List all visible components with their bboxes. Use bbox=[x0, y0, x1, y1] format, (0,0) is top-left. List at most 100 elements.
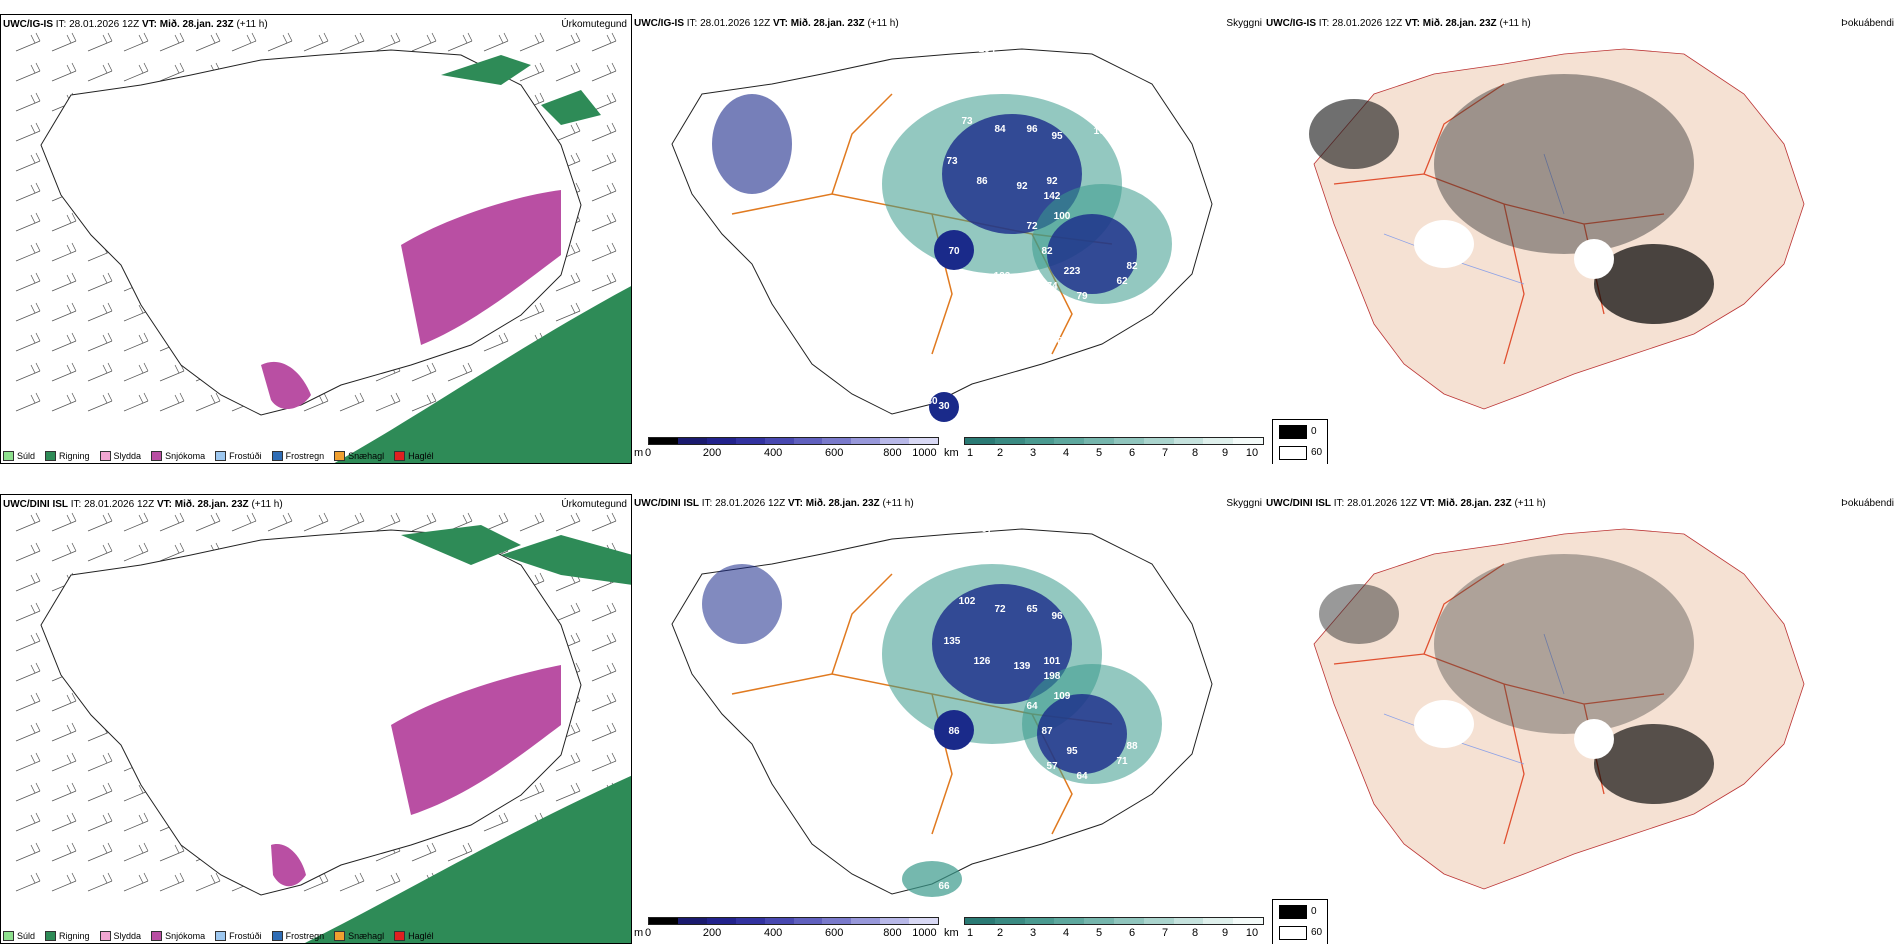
wind-barb bbox=[15, 692, 41, 712]
km-tick: 8 bbox=[1191, 447, 1199, 459]
wind-barb bbox=[375, 32, 401, 52]
legend-item: Slydda bbox=[99, 931, 141, 941]
wind-barb bbox=[87, 872, 113, 892]
km-tick: 1 bbox=[966, 447, 974, 459]
fog-key-label: 0 bbox=[1311, 426, 1317, 437]
wind-barb bbox=[15, 392, 41, 412]
legend-item: Frostúði bbox=[215, 931, 262, 941]
wind-barb bbox=[123, 542, 149, 562]
cloud-base-label: 96 bbox=[1051, 611, 1063, 622]
wind-barb bbox=[591, 662, 617, 682]
km-tick: 9 bbox=[1221, 927, 1229, 939]
cloud-base-label: 86 bbox=[948, 726, 960, 737]
fog-panel-title: UWC/DINI ISL IT: 28.01.2026 12Z VT: Mið.… bbox=[1266, 498, 1546, 509]
wind-barb bbox=[591, 212, 617, 232]
height-colorbar-bar bbox=[648, 917, 939, 925]
km-tick: 5 bbox=[1095, 927, 1103, 939]
cloud-map: 97 69 85 102 72 65 96 107 135 126 139 101 73 198 109 64… bbox=[671, 524, 1213, 897]
visibility-label: Skyggni bbox=[1226, 18, 1262, 29]
wind-barb bbox=[15, 602, 41, 622]
cloud-base-label: 70 bbox=[948, 246, 960, 257]
wind-barb bbox=[15, 182, 41, 202]
wind-barb bbox=[519, 302, 545, 322]
cloud-base-label: 99 bbox=[931, 376, 943, 387]
legend-swatch bbox=[45, 451, 57, 461]
wind-barb bbox=[15, 362, 41, 382]
cloud-base-label: 72 bbox=[994, 604, 1006, 615]
wind-barb bbox=[411, 392, 437, 412]
km-tick: 10 bbox=[1245, 927, 1259, 939]
wind-barb bbox=[15, 242, 41, 262]
cloud-base-label: 142 bbox=[1044, 191, 1061, 202]
precip-type-panel-2: UWC/DINI ISL IT: 28.01.2026 12Z VT: Mið.… bbox=[0, 494, 632, 944]
height-tick: 600 bbox=[825, 927, 844, 939]
cloud-base-label: 126 bbox=[974, 656, 991, 667]
cloud-base-label: 123 bbox=[994, 271, 1011, 282]
cloud-base-label: 73 bbox=[1141, 646, 1153, 657]
fog-key-white bbox=[1279, 446, 1307, 460]
wind-barb bbox=[195, 392, 221, 412]
height-tick: 200 bbox=[702, 927, 722, 939]
wind-barb bbox=[375, 392, 401, 412]
cloud-map: 294 121 69 73 84 96 95 101 73 86 92 92 116 142 100 72 82… bbox=[671, 44, 1213, 422]
height-tick: 200 bbox=[702, 447, 722, 459]
km-tick: 6 bbox=[1128, 927, 1136, 939]
wind-barb bbox=[87, 332, 113, 352]
fog-key: 0 60 bbox=[1272, 419, 1328, 464]
wind-barb bbox=[87, 842, 113, 862]
wind-barb bbox=[15, 812, 41, 832]
height-tick: 0 bbox=[644, 447, 652, 459]
legend-item: Slydda bbox=[99, 451, 141, 461]
height-ticks: 0 200 400 600 800 1000 bbox=[644, 447, 939, 461]
cloud-base-label: 72 bbox=[1026, 221, 1038, 232]
wind-barb bbox=[87, 752, 113, 772]
height-ticks: 0 200 400 600 800 1000 bbox=[645, 927, 939, 941]
km-colorbar: km 1 2 3 4 5 6 7 8 9 10 bbox=[944, 917, 1264, 943]
wind-barb bbox=[555, 512, 581, 532]
cloud-base-label: 116 bbox=[1139, 166, 1156, 177]
cloud-panel-title: UWC/DINI ISL IT: 28.01.2026 12Z VT: Mið.… bbox=[634, 498, 914, 509]
wind-barb bbox=[591, 32, 617, 52]
wind-barb bbox=[51, 722, 77, 742]
legend-item: Rigning bbox=[45, 931, 90, 941]
wind-barb bbox=[591, 122, 617, 142]
height-unit: m bbox=[634, 927, 644, 939]
wind-barb bbox=[51, 782, 77, 802]
cloud-base-label: 57 bbox=[1046, 761, 1058, 772]
wind-barb bbox=[15, 212, 41, 232]
km-tick: 7 bbox=[1161, 927, 1169, 939]
legend-item: Snjókoma bbox=[151, 931, 205, 941]
fog-key-label: 60 bbox=[1311, 447, 1323, 458]
legend-swatch bbox=[215, 451, 227, 461]
precip-legend: Súld Rigning Slydda Snjókoma Frostúði Fr… bbox=[3, 931, 434, 941]
legend-item: Frostregn bbox=[271, 451, 324, 461]
wind-barb bbox=[159, 512, 185, 532]
legend-item: Snæhagl bbox=[334, 931, 384, 941]
wind-barb bbox=[195, 32, 221, 52]
wind-barb bbox=[591, 152, 617, 172]
height-tick: 800 bbox=[883, 447, 902, 459]
precip-panel-title: UWC/IG-IS IT: 28.01.2026 12Z VT: Mið. 28… bbox=[3, 19, 268, 30]
wind-barb bbox=[15, 512, 41, 532]
cloud-base-label: 85 bbox=[711, 548, 723, 559]
wind-barb bbox=[87, 62, 113, 82]
wind-barb bbox=[483, 332, 509, 352]
cloud-base-label: 87 bbox=[996, 751, 1008, 762]
cloud-base-label: 73 bbox=[961, 116, 973, 127]
legend-item: Snjókoma bbox=[151, 451, 205, 461]
cloud-base-label: 66 bbox=[938, 881, 950, 892]
wind-barb bbox=[411, 362, 437, 382]
wind-barb bbox=[87, 542, 113, 562]
wind-barb bbox=[591, 272, 617, 292]
km-tick: 10 bbox=[1245, 447, 1259, 459]
km-colorbar-bar bbox=[964, 917, 1264, 925]
height-colorbar-bar bbox=[648, 437, 939, 445]
wind-barb bbox=[51, 752, 77, 772]
cloud-base-label: 30 bbox=[926, 396, 938, 407]
wind-barb bbox=[447, 842, 473, 862]
legend-swatch bbox=[3, 451, 14, 461]
km-tick: 5 bbox=[1095, 447, 1103, 459]
wind-barb bbox=[267, 32, 293, 52]
wind-barb bbox=[51, 542, 77, 562]
km-ticks: 1 2 3 4 5 6 7 8 9 10 bbox=[964, 447, 1264, 461]
